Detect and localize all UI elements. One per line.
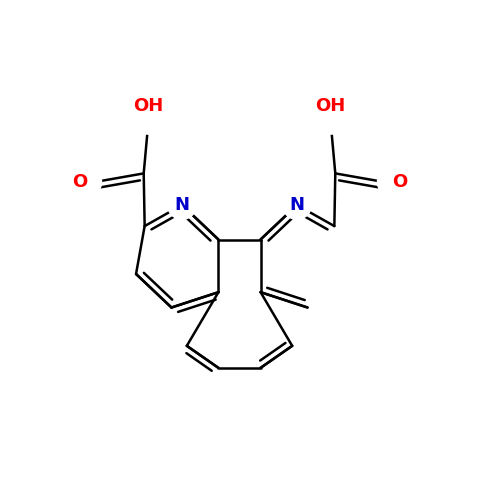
Text: O: O [72, 173, 87, 191]
Circle shape [311, 96, 350, 134]
Circle shape [129, 96, 168, 134]
Text: OH: OH [133, 97, 164, 115]
Circle shape [168, 191, 196, 219]
Circle shape [283, 191, 311, 219]
Text: N: N [174, 196, 190, 214]
Circle shape [73, 168, 102, 196]
Text: N: N [289, 196, 305, 214]
Text: O: O [392, 173, 407, 191]
Text: OH: OH [315, 97, 346, 115]
Circle shape [377, 168, 406, 196]
